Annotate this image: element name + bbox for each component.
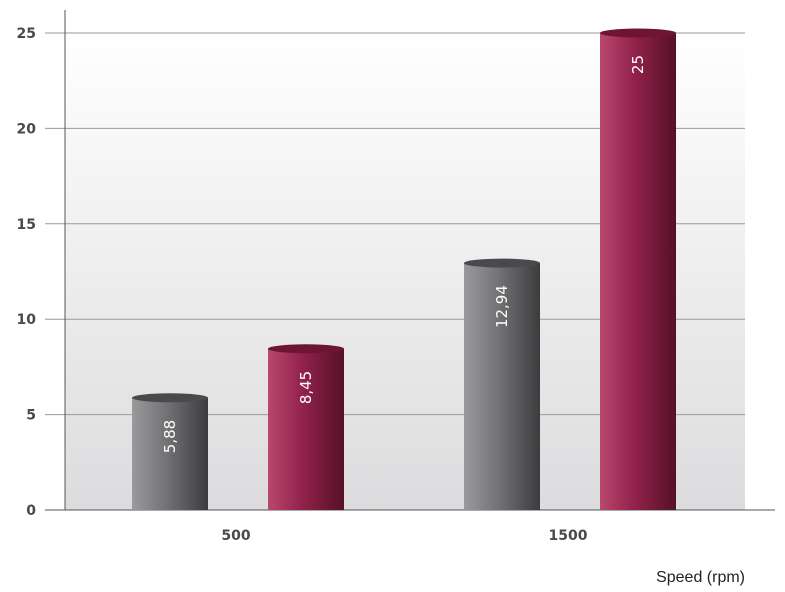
x-axis-title: Speed (rpm) bbox=[656, 569, 745, 586]
bar-top bbox=[268, 344, 344, 354]
x-tick-labels: 500 1500 bbox=[221, 528, 587, 544]
y-tick-label: 0 bbox=[26, 503, 36, 519]
x-tick-label: 1500 bbox=[549, 528, 588, 544]
bar bbox=[268, 348, 344, 510]
bars: 5,88 8,45 12,94 25 bbox=[132, 28, 676, 510]
data-label: 5,88 bbox=[161, 420, 179, 453]
y-tick-label: 5 bbox=[26, 408, 36, 424]
bar bbox=[132, 397, 208, 510]
bar bbox=[464, 263, 540, 510]
bar bbox=[600, 33, 676, 510]
bar-top bbox=[132, 393, 208, 403]
y-tick-label: 20 bbox=[17, 121, 37, 137]
bar-top bbox=[600, 28, 676, 38]
y-tick-label: 25 bbox=[17, 26, 36, 42]
data-label: 25 bbox=[629, 55, 647, 74]
y-tick-labels: 0 5 10 15 20 25 bbox=[17, 26, 37, 519]
data-label: 12,94 bbox=[493, 285, 511, 328]
bar-top bbox=[464, 258, 540, 268]
y-tick-label: 15 bbox=[17, 217, 36, 233]
y-tick-label: 10 bbox=[17, 312, 37, 328]
x-tick-label: 500 bbox=[221, 528, 250, 544]
data-label: 8,45 bbox=[297, 371, 315, 404]
